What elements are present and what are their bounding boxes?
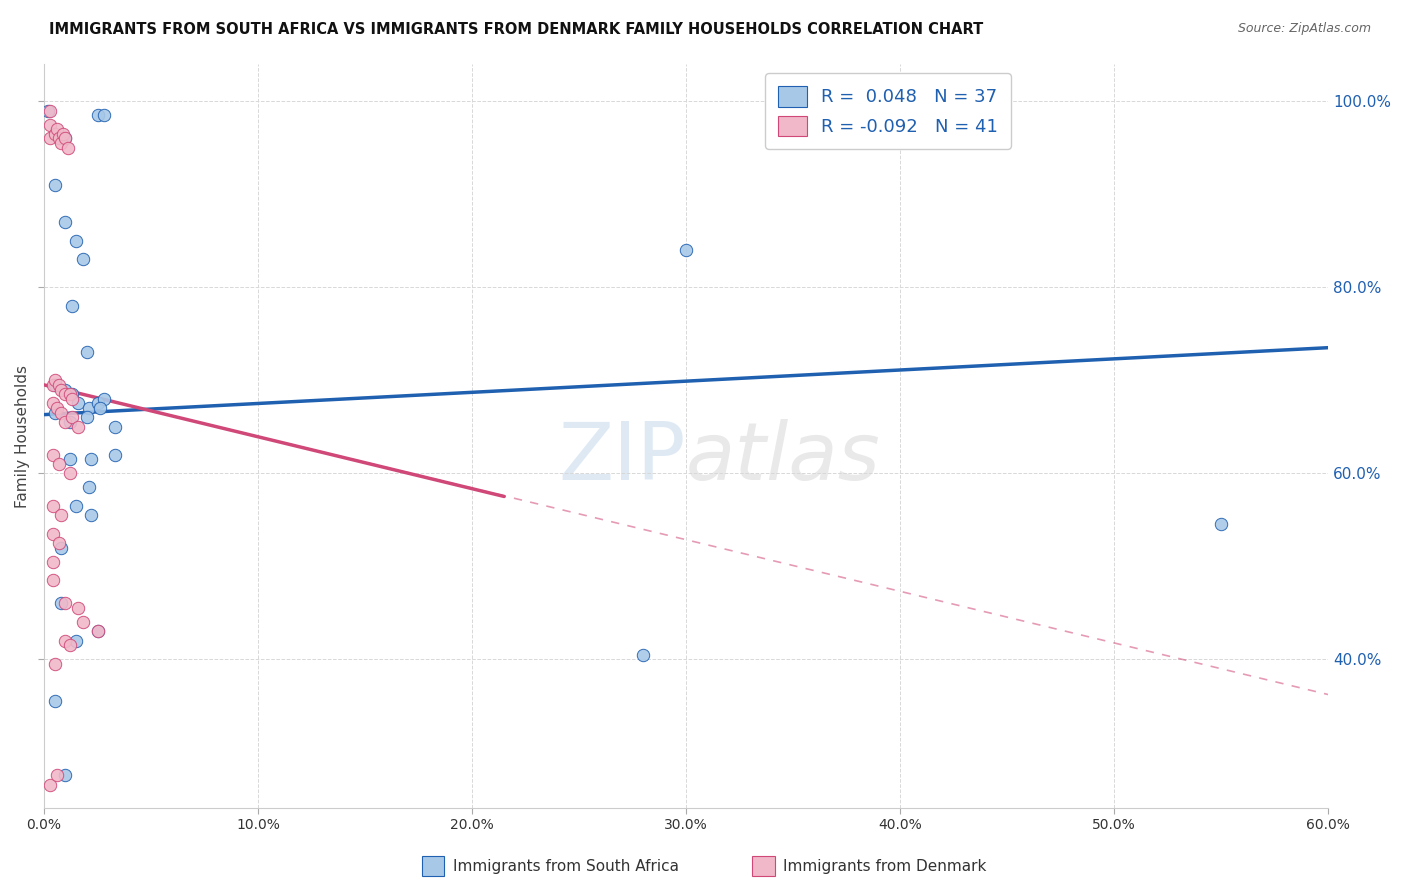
- Point: [675, 243, 697, 257]
- Point: [60, 299, 83, 313]
- Point: [55, 131, 77, 145]
- Text: Immigrants from Denmark: Immigrants from Denmark: [783, 859, 987, 873]
- Point: [65, 499, 87, 513]
- Point: [86, 108, 108, 122]
- Point: [72, 615, 94, 629]
- Point: [44, 377, 66, 392]
- Legend: R =  0.048   N = 37, R = -0.092   N = 41: R = 0.048 N = 37, R = -0.092 N = 41: [765, 73, 1011, 149]
- Point: [77, 480, 100, 494]
- Point: [49, 541, 72, 555]
- Point: [45, 401, 67, 416]
- Point: [59, 452, 82, 467]
- Point: [44, 657, 66, 671]
- Point: [48, 536, 70, 550]
- Point: [80, 508, 103, 522]
- Point: [65, 234, 87, 248]
- Point: [49, 406, 72, 420]
- Point: [41, 499, 63, 513]
- Point: [67, 601, 90, 615]
- Point: [86, 624, 108, 639]
- Point: [49, 136, 72, 150]
- Point: [67, 419, 90, 434]
- Point: [39, 118, 62, 132]
- Point: [59, 638, 82, 652]
- Point: [41, 526, 63, 541]
- Point: [80, 452, 103, 467]
- Point: [39, 103, 62, 118]
- Point: [41, 377, 63, 392]
- Point: [59, 387, 82, 401]
- Point: [1211, 517, 1233, 532]
- Point: [93, 392, 115, 406]
- Point: [60, 410, 83, 425]
- Point: [56, 141, 79, 155]
- Point: [41, 555, 63, 569]
- Point: [55, 387, 77, 401]
- Point: [93, 108, 115, 122]
- Point: [39, 131, 62, 145]
- Point: [89, 401, 111, 416]
- Point: [41, 448, 63, 462]
- Point: [72, 252, 94, 267]
- Point: [37, 103, 59, 118]
- Point: [55, 768, 77, 782]
- Point: [65, 633, 87, 648]
- Point: [104, 419, 127, 434]
- Point: [55, 383, 77, 397]
- Point: [44, 127, 66, 141]
- Point: [45, 122, 67, 136]
- Point: [49, 383, 72, 397]
- Point: [49, 508, 72, 522]
- Y-axis label: Family Households: Family Households: [15, 365, 30, 508]
- Point: [77, 401, 100, 416]
- Point: [41, 396, 63, 410]
- Point: [633, 648, 655, 662]
- Point: [41, 573, 63, 587]
- Point: [48, 131, 70, 145]
- Point: [48, 377, 70, 392]
- Point: [55, 131, 77, 145]
- Point: [59, 467, 82, 481]
- Point: [44, 694, 66, 708]
- Point: [104, 448, 127, 462]
- Point: [49, 596, 72, 610]
- Point: [55, 415, 77, 429]
- Point: [55, 215, 77, 229]
- Point: [86, 396, 108, 410]
- Point: [52, 127, 75, 141]
- Point: [55, 596, 77, 610]
- Point: [59, 415, 82, 429]
- Point: [39, 778, 62, 792]
- Point: [44, 178, 66, 192]
- Point: [60, 387, 83, 401]
- Point: [67, 396, 90, 410]
- Point: [48, 457, 70, 471]
- Point: [44, 373, 66, 387]
- Point: [55, 633, 77, 648]
- Text: Source: ZipAtlas.com: Source: ZipAtlas.com: [1237, 22, 1371, 36]
- Point: [76, 345, 98, 359]
- Point: [44, 406, 66, 420]
- Text: Immigrants from South Africa: Immigrants from South Africa: [453, 859, 679, 873]
- Point: [76, 410, 98, 425]
- Point: [60, 392, 83, 406]
- Text: IMMIGRANTS FROM SOUTH AFRICA VS IMMIGRANTS FROM DENMARK FAMILY HOUSEHOLDS CORREL: IMMIGRANTS FROM SOUTH AFRICA VS IMMIGRAN…: [49, 22, 983, 37]
- Text: atlas: atlas: [686, 419, 880, 498]
- Text: ZIP: ZIP: [558, 419, 686, 498]
- Point: [45, 768, 67, 782]
- Point: [86, 624, 108, 639]
